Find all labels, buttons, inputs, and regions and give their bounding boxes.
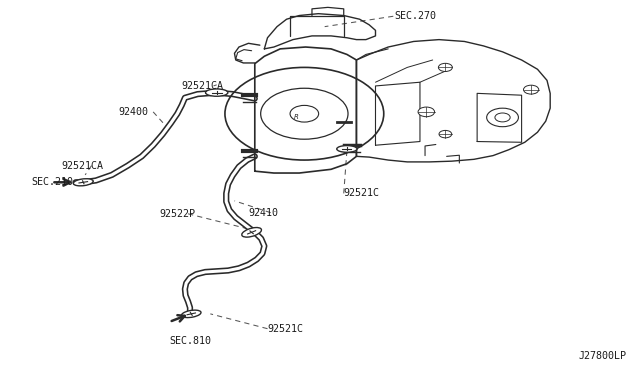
Text: R: R [294, 114, 299, 120]
Text: 92521C: 92521C [344, 188, 380, 198]
Ellipse shape [242, 228, 262, 237]
Ellipse shape [182, 310, 201, 318]
Circle shape [438, 63, 452, 71]
Text: 92400: 92400 [118, 107, 148, 117]
Text: 92410: 92410 [248, 208, 278, 218]
Text: 92522P: 92522P [159, 209, 195, 219]
Text: J27800LP: J27800LP [579, 352, 627, 362]
Ellipse shape [337, 145, 357, 152]
Text: 92521CA: 92521CA [182, 81, 224, 91]
Circle shape [524, 85, 539, 94]
Text: SEC.270: SEC.270 [394, 11, 436, 21]
Text: 92521C: 92521C [268, 324, 303, 334]
Ellipse shape [205, 89, 228, 96]
Ellipse shape [74, 179, 93, 186]
Text: 92521CA: 92521CA [61, 161, 103, 171]
Text: SEC.810: SEC.810 [169, 336, 211, 346]
Text: SEC.210: SEC.210 [31, 177, 73, 187]
Circle shape [439, 131, 452, 138]
Circle shape [418, 107, 435, 117]
